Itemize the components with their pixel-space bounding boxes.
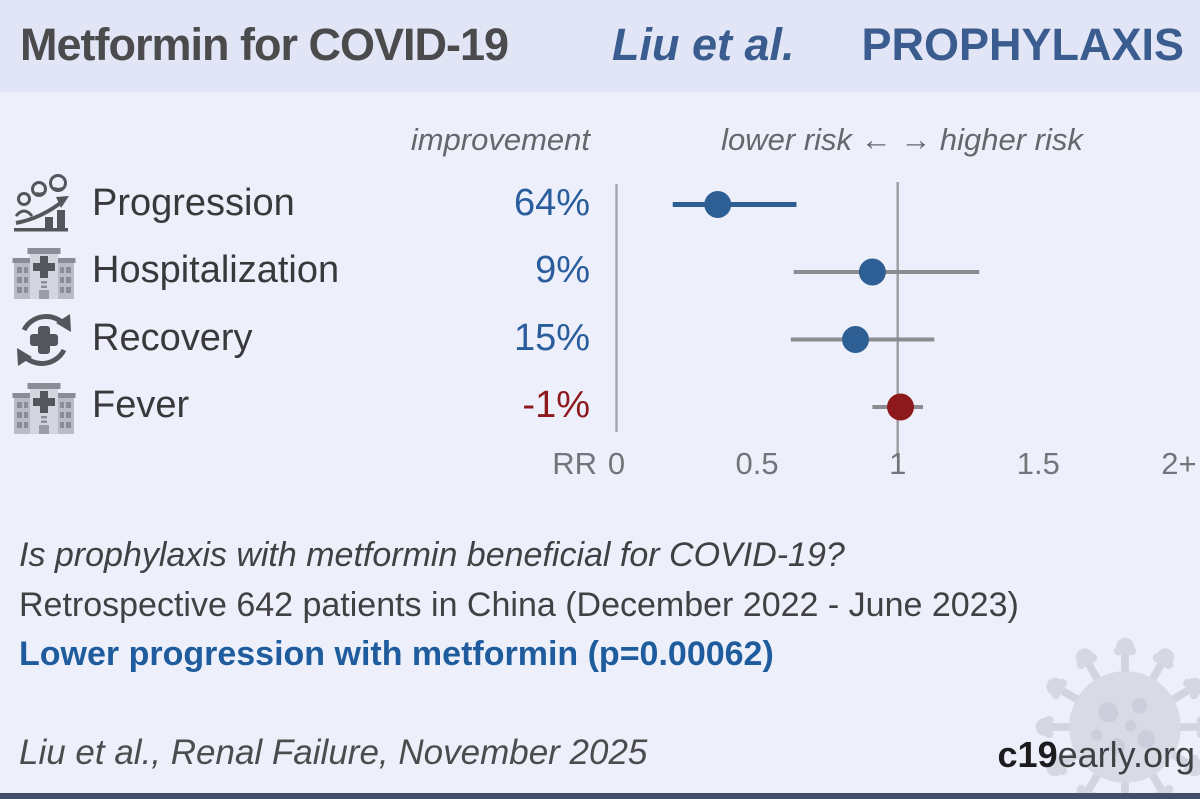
outcome-label: Recovery: [92, 316, 253, 359]
effect-point-hospitalization: [858, 258, 886, 286]
axis-tick: 2+: [1161, 446, 1197, 481]
axis-tick: 0: [607, 446, 626, 481]
bottom-bar: [0, 793, 1200, 799]
site-logo-rest: early.org: [1057, 734, 1195, 775]
study-question: Is prophylaxis with metformin beneficial…: [19, 536, 845, 574]
header-band: Metformin for COVID-19 Liu et al. PROPHY…: [0, 0, 1200, 92]
axis-tick: 0.5: [735, 446, 779, 481]
site-logo: c19early.org: [998, 734, 1195, 776]
page-title: Metformin for COVID-19: [20, 18, 509, 70]
outcome-row: Recovery 15%: [0, 309, 600, 371]
effect-point-progression: [704, 191, 732, 218]
axis-tick: 1.5: [1016, 446, 1060, 481]
effect-point-recovery: [842, 326, 870, 353]
outcome-row: Progression 64%: [0, 173, 600, 237]
effect-point-fever: [887, 393, 915, 421]
outcome-row: Hospitalization 9%: [0, 241, 600, 303]
hospital-icon: [12, 375, 76, 439]
outcome-label: Progression: [92, 181, 295, 224]
recovery-icon: [12, 308, 76, 372]
improvement-value: 15%: [513, 316, 590, 359]
hospital-icon: [12, 240, 76, 304]
improvement-value: -1%: [522, 383, 590, 426]
risk-direction-header: lower risk ← → higher risk: [721, 122, 1083, 157]
outcome-row: Fever -1%: [0, 376, 600, 438]
improvement-value: 9%: [535, 248, 590, 291]
study-author: Liu et al.: [612, 18, 795, 70]
virus-watermark-icon: [1035, 637, 1200, 799]
study-finding: Lower progression with metformin (p=0.00…: [19, 635, 774, 673]
outcome-label: Hospitalization: [92, 248, 340, 291]
citation: Liu et al., Renal Failure, November 2025: [19, 733, 648, 772]
progression-icon: [12, 173, 76, 237]
axis-tick: 1: [889, 446, 907, 481]
improvement-value: 64%: [513, 181, 590, 224]
improvement-column-header: improvement: [410, 122, 590, 157]
axis-unit-label: RR: [552, 446, 597, 481]
treatment-stage-label: PROPHYLAXIS: [861, 18, 1184, 70]
study-description: Retrospective 642 patients in China (Dec…: [19, 586, 1019, 624]
site-logo-bold: c19: [997, 734, 1058, 775]
outcome-label: Fever: [92, 383, 190, 426]
